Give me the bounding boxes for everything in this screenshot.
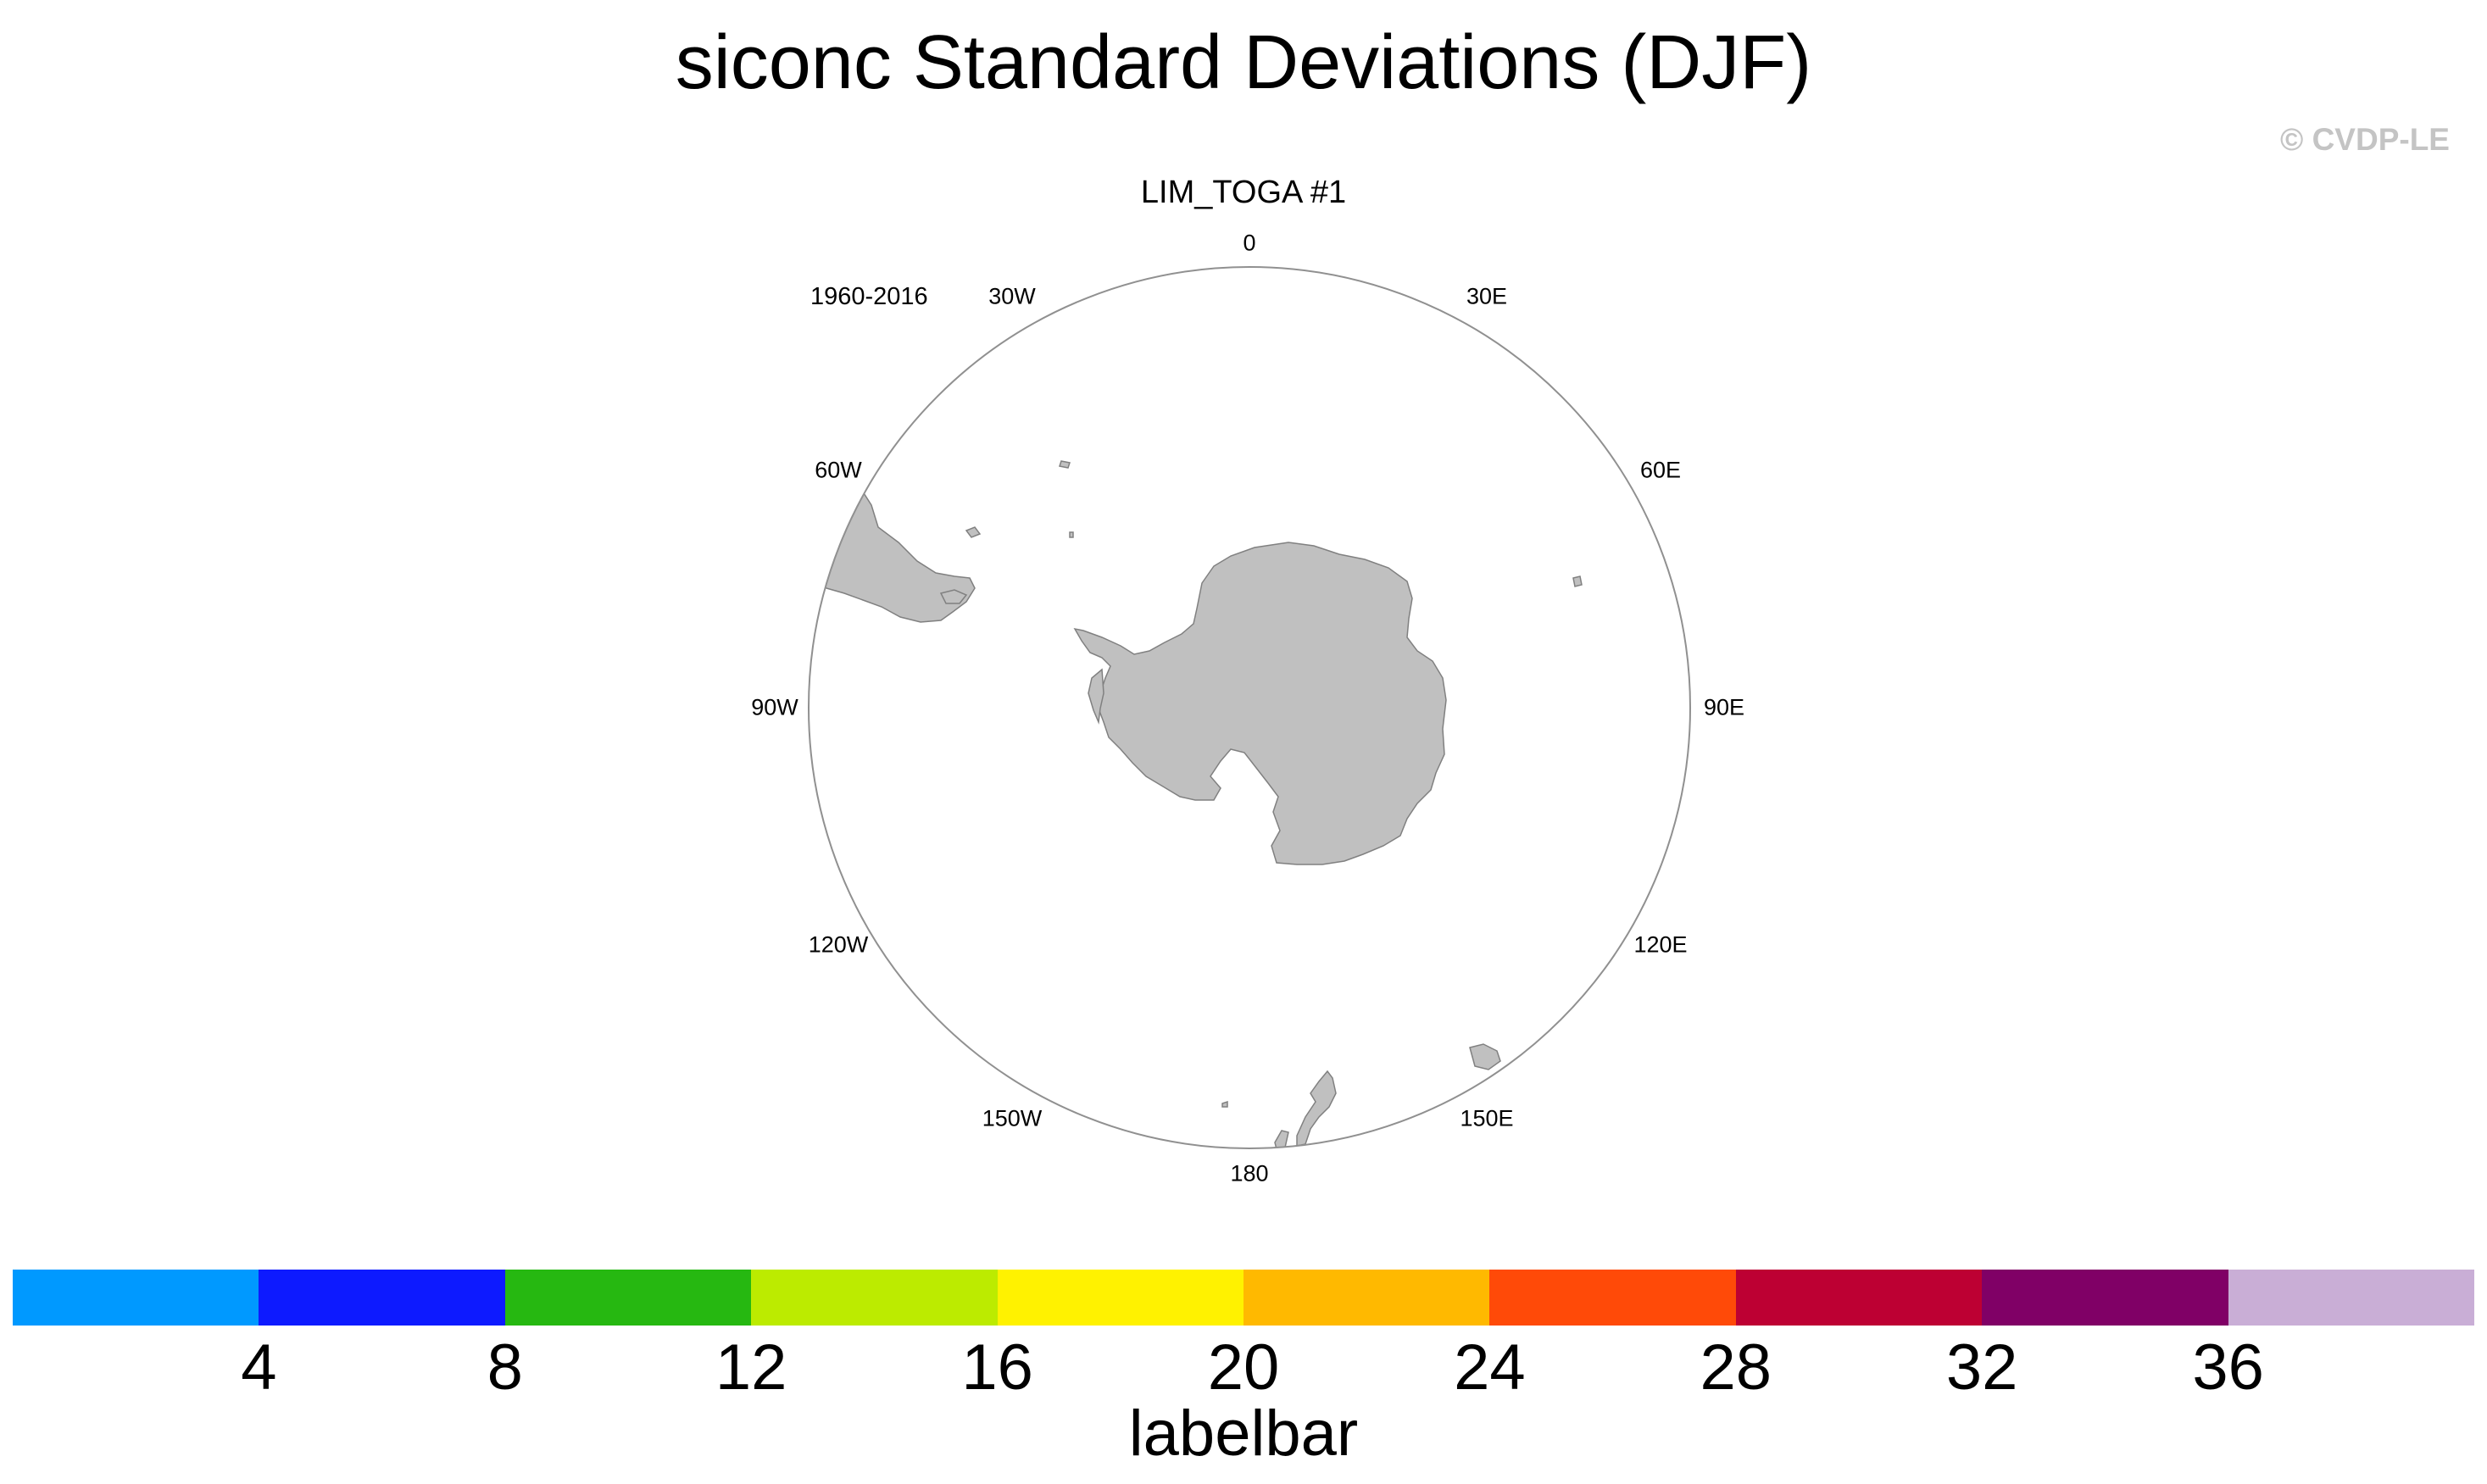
- panel-title: LIM_TOGA #1: [1140, 175, 1347, 210]
- longitude-label: 120W: [808, 931, 869, 958]
- labelbar-color-box: [1982, 1270, 2228, 1326]
- labelbar-tick-label: 28: [1700, 1331, 1772, 1403]
- land-tasmania: [1469, 1043, 1501, 1070]
- period-label: 1960-2016: [810, 283, 928, 310]
- longitude-label: 60W: [815, 457, 862, 483]
- labelbar-tick-label: 4: [241, 1331, 277, 1403]
- land-antarctica: [1073, 542, 1447, 865]
- land-kerguelen: [1572, 575, 1583, 587]
- figure-title: siconc Standard Deviations (DJF): [675, 20, 1812, 105]
- labelbar-tick-label: 16: [961, 1331, 1033, 1403]
- labelbar-color-box: [13, 1270, 259, 1326]
- labelbar-color-box: [751, 1270, 998, 1326]
- land-tierra-del-fuego: [939, 589, 968, 604]
- longitude-label: 150W: [982, 1105, 1043, 1131]
- land-falklands: [965, 526, 982, 538]
- longitude-label: 30E: [1466, 283, 1508, 309]
- longitude-label: 150E: [1460, 1105, 1514, 1131]
- longitude-label: 0: [1243, 230, 1256, 256]
- longitude-label: 30W: [988, 283, 1036, 309]
- labelbar-tick-label: 32: [1945, 1331, 2018, 1403]
- labelbar-tick-label: 12: [715, 1331, 787, 1403]
- longitude-label: 90E: [1703, 694, 1745, 720]
- longitude-label: 120E: [1633, 931, 1688, 958]
- land-antarctic-peninsula: [1088, 668, 1104, 725]
- labelbar-color-box: [1244, 1270, 1490, 1326]
- land-south-georgia: [1059, 460, 1071, 469]
- labelbar-title: labelbar: [1128, 1398, 1359, 1470]
- labelbar-tick-label: 20: [1207, 1331, 1280, 1403]
- map-border: [808, 266, 1691, 1149]
- longitude-label: 90W: [751, 694, 798, 720]
- labelbar-color-box: [1489, 1270, 1736, 1326]
- labelbar-tick-label: 36: [2192, 1331, 2264, 1403]
- copyright-label: © CVDP-LE: [2280, 122, 2450, 157]
- land-small-island: [1221, 1100, 1228, 1108]
- labelbar-color-box: [997, 1270, 1244, 1326]
- labelbar-color-box: [1735, 1270, 1983, 1326]
- labelbar-color-box: [2228, 1270, 2475, 1326]
- land-south-sandwich: [1069, 531, 1074, 538]
- labelbar-tick-label: 8: [487, 1331, 523, 1403]
- labelbar-tick-label: 24: [1454, 1331, 1526, 1403]
- longitude-label: 60E: [1639, 457, 1681, 483]
- land-new-zealand: [1296, 1070, 1337, 1147]
- labelbar-color-box: [259, 1270, 505, 1326]
- labelbar-color-box: [504, 1270, 752, 1326]
- labelbar: [13, 1270, 2475, 1326]
- longitude-label: 180: [1230, 1160, 1269, 1187]
